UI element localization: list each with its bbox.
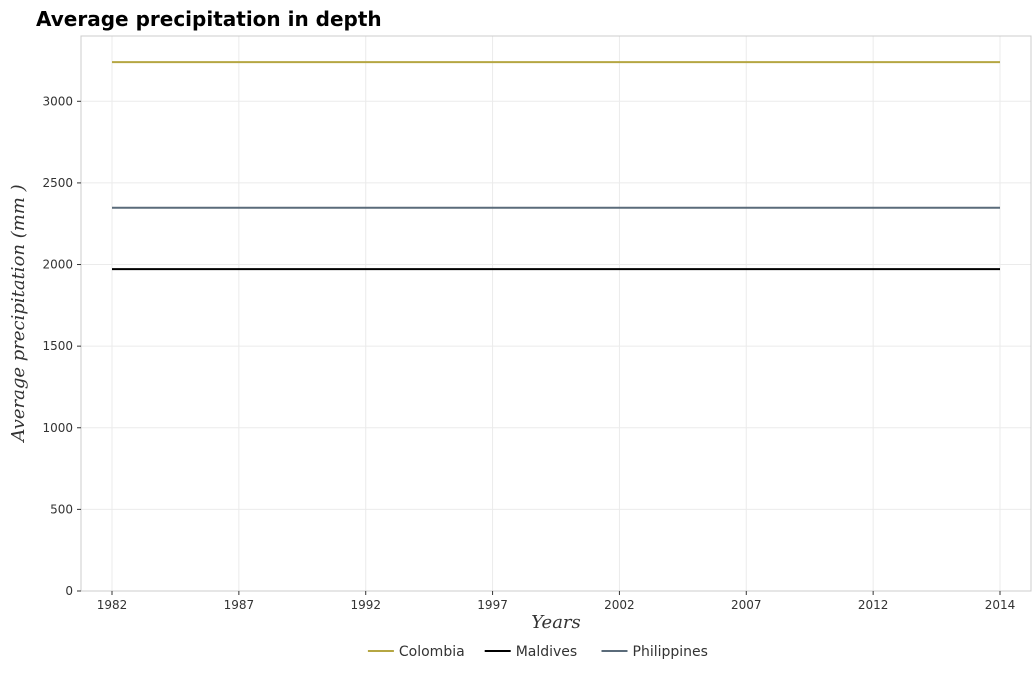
- y-tick-label: 2000: [42, 258, 73, 272]
- y-tick-label: 1000: [42, 421, 73, 435]
- y-tick-label: 1500: [42, 339, 73, 353]
- legend-label: Maldives: [516, 644, 578, 660]
- x-tick-label: 2014: [985, 598, 1016, 612]
- series-lines: [112, 61, 1000, 271]
- y-axis-label: Average precipitation (mm ): [8, 184, 29, 443]
- legend: Colombia Maldives Philippines: [367, 644, 708, 660]
- chart-title: Average precipitation in depth: [36, 7, 382, 31]
- legend-item-philippines: Philippines: [601, 644, 708, 660]
- legend-item-maldives: Maldives: [484, 644, 578, 660]
- y-axis-ticks: 0 500 1000 1500 2000 2500 3000: [42, 94, 81, 598]
- y-tick-label: 0: [65, 584, 73, 598]
- plot-frame: [80, 35, 1032, 592]
- legend-label: Philippines: [633, 644, 708, 660]
- x-tick-label: 1992: [350, 598, 381, 612]
- legend-label: Colombia: [399, 644, 465, 660]
- y-tick-label: 3000: [42, 94, 73, 108]
- legend-item-colombia: Colombia: [367, 644, 465, 660]
- gridlines: [81, 36, 1031, 592]
- y-tick-label: 500: [50, 502, 73, 516]
- x-tick-label: 1982: [97, 598, 128, 612]
- x-axis-label: Years: [531, 612, 581, 633]
- x-tick-label: 1997: [477, 598, 508, 612]
- x-axis-ticks: 1982 1987 1992 1997 2002 2007 2012 2014: [97, 591, 1016, 612]
- x-tick-label: 2007: [731, 598, 762, 612]
- x-tick-label: 1987: [224, 598, 255, 612]
- x-tick-label: 2002: [604, 598, 635, 612]
- y-tick-label: 2500: [42, 176, 73, 190]
- x-tick-label: 2012: [858, 598, 889, 612]
